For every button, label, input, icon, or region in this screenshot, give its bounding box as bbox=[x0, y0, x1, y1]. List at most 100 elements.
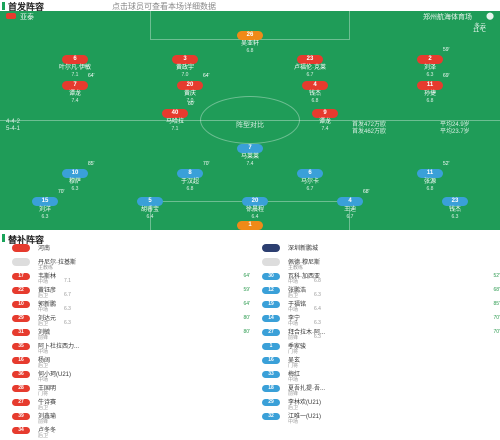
player-position: 后卫 bbox=[38, 405, 49, 411]
substitution-time: 64' bbox=[88, 73, 95, 79]
sub-player-row[interactable]: 35 阿卜杜拉西力... 中场 bbox=[12, 341, 252, 355]
player-number: 29 bbox=[262, 399, 280, 406]
sub-player-row[interactable]: 39 刘鑫瑜 前锋 bbox=[12, 411, 252, 425]
pitch-player[interactable]: 1丁丁7.6 bbox=[220, 213, 280, 230]
substitution-time: 52' bbox=[443, 161, 450, 167]
player-rating: 6.3 bbox=[41, 214, 49, 220]
section-subtitle: 点击球员可查看本场详细数据 bbox=[112, 2, 216, 11]
pitch-player[interactable]: 7 谭龙 7.4 64' bbox=[45, 73, 105, 104]
home-team-name: 亚泰 bbox=[20, 14, 34, 21]
player-number: 10 bbox=[12, 301, 30, 308]
away-subs-list: 深圳新鹏城 佩德·穆尼斯 主教练 30 瓦科·加西亚 中场 6.8 52' 12 张鹏浩 后卫… bbox=[262, 243, 500, 425]
substitution-time: 64' bbox=[243, 273, 250, 279]
home-formation: 4-4-2 bbox=[6, 119, 21, 125]
player-position: 中场 bbox=[38, 307, 49, 313]
substitution-time: 64' bbox=[203, 73, 210, 79]
pitch-player[interactable]: 11 张源 6.8 52' bbox=[400, 161, 460, 192]
player-name: 李宁 bbox=[288, 316, 301, 322]
pitch-player[interactable]: 8 于汉超 6.8 70' bbox=[160, 161, 220, 192]
pitch-player[interactable]: 4 钱杰 6.8 bbox=[285, 73, 345, 104]
pitch-player[interactable]: 3 黄政宇 7.0 bbox=[155, 47, 215, 78]
sub-player-row[interactable]: 34 卢冬冬 后卫 bbox=[12, 425, 252, 439]
sub-player-row[interactable]: 36 何小珂(U21) 中场 bbox=[12, 369, 252, 383]
sub-player-row[interactable]: 17 韦斯林 中场 7.1 64' bbox=[12, 271, 252, 285]
player-name: 王国明 bbox=[38, 386, 57, 392]
pitch-player[interactable]: 2 刘泽 6.3 59' bbox=[400, 47, 460, 78]
player-number: 31 bbox=[12, 329, 30, 336]
player-rating: 6.8 bbox=[246, 48, 254, 54]
player-number: 1 bbox=[262, 343, 280, 350]
pitch-player[interactable]: 10 穆萨 6.3 85' bbox=[45, 161, 105, 192]
pitch-player[interactable]: 23 卢福伦·克莱 6.7 bbox=[280, 47, 340, 78]
player-number: 10 bbox=[62, 169, 88, 178]
sub-player-row[interactable]: 28 王国明 门将 bbox=[12, 383, 252, 397]
avatar bbox=[12, 258, 30, 266]
pitch-player[interactable]: 40 马哈拉 7.1 80' bbox=[145, 101, 205, 132]
sub-player-row[interactable]: 29 李林欢(U21) 后卫 bbox=[262, 397, 500, 411]
away-coach-row[interactable]: 佩德·穆尼斯 主教练 bbox=[262, 257, 500, 271]
player-rating: 6.3 bbox=[64, 320, 71, 326]
player-name: 钱杰 bbox=[448, 207, 461, 213]
player-rating: 6.7 bbox=[346, 214, 354, 220]
sub-player-row[interactable]: 10 郭新鹏 中场 6.3 64' bbox=[12, 299, 252, 313]
pitch-player[interactable]: 20 徐晨程 6.4 bbox=[225, 189, 285, 220]
pitch-player[interactable]: 11 孙捷 6.8 69' bbox=[400, 73, 460, 104]
player-number: 27 bbox=[12, 399, 30, 406]
weather-temp: 11℃ bbox=[473, 28, 486, 34]
coach-name: 佩德·穆尼斯 bbox=[288, 260, 320, 266]
sub-player-row[interactable]: 33 梅红 中场 bbox=[262, 369, 500, 383]
player-number: 6 bbox=[62, 55, 88, 64]
sub-player-row[interactable]: 32 江唯一(U21) 中场 bbox=[262, 411, 500, 425]
avatar bbox=[262, 258, 280, 266]
player-name: 黄钰彦 bbox=[38, 288, 57, 294]
sub-player-row[interactable]: 22 黄钰彦 后卫 6.7 59' bbox=[12, 285, 252, 299]
pitch-player[interactable]: 4 王迪 6.7 68' bbox=[320, 189, 380, 220]
pitch: 亚泰 郑州航海体育场 ⬤ 多云 11℃ 4-4-2 5-4-1 首发472万欧 … bbox=[0, 11, 500, 230]
home-team-name: 河南 bbox=[38, 246, 51, 252]
player-position: 后卫 bbox=[288, 405, 299, 411]
pitch-player[interactable]: 5 胡睿宝 6.4 bbox=[120, 189, 180, 220]
player-number: 12 bbox=[262, 287, 280, 294]
sub-player-row[interactable]: 19 于福铭 中场 6.4 85' bbox=[262, 299, 500, 313]
player-name: 卢冬冬 bbox=[38, 428, 57, 434]
pitch-player[interactable]: 26 吴亚轩 6.8 bbox=[220, 23, 280, 54]
player-rating: 7.1 bbox=[171, 126, 179, 132]
substitution-time: 68' bbox=[363, 189, 370, 195]
sub-player-row[interactable]: 14 李宁 中场 6.3 70' bbox=[262, 313, 500, 327]
sub-player-row[interactable]: 27 牛诗赛 后卫 bbox=[12, 397, 252, 411]
pitch-player[interactable]: 6 马尔卡 6.7 bbox=[280, 161, 340, 192]
player-name: 李林欢(U21) bbox=[288, 400, 322, 406]
player-number: 2 bbox=[417, 55, 443, 64]
pitch-player[interactable]: 6 叶尔凡·伊敏 7.1 bbox=[45, 47, 105, 78]
player-number: 7 bbox=[62, 81, 88, 90]
pitch-player[interactable]: 7 马莱莱 7.4 bbox=[220, 136, 280, 167]
sub-player-row[interactable]: 30 瓦科·加西亚 中场 6.8 52' bbox=[262, 271, 500, 285]
sub-player-row[interactable]: 16 杨阔 后卫 bbox=[12, 355, 252, 369]
substitution-time: 80' bbox=[188, 101, 195, 107]
sub-player-row[interactable]: 16 吴玄 门将 bbox=[262, 355, 500, 369]
player-number: 36 bbox=[12, 371, 30, 378]
sub-player-row[interactable]: 12 张鹏浩 后卫 6.3 68' bbox=[262, 285, 500, 299]
sub-player-row[interactable]: 31 刘毓 前锋 80' bbox=[12, 327, 252, 341]
substitution-time: 59' bbox=[243, 287, 250, 293]
subs-title: 替补阵容 bbox=[8, 235, 45, 245]
player-rating: 6.4 bbox=[251, 214, 259, 220]
pitch-player[interactable]: 9 谭龙 7.4 bbox=[295, 101, 355, 132]
sub-player-row[interactable]: 29 刘达元 后卫 6.3 80' bbox=[12, 313, 252, 327]
home-coach-row[interactable]: 丹尼尔·拉基斯 主教练 bbox=[12, 257, 252, 271]
pitch-player[interactable]: 20 黄庆 7.0 64' bbox=[160, 73, 220, 104]
player-name: 胡睿宝 bbox=[140, 207, 159, 213]
player-number: 4 bbox=[302, 81, 328, 90]
sub-player-row[interactable]: 27 拜合拉木·阿... 前锋 6.3 70' bbox=[262, 327, 500, 341]
player-position: 门将 bbox=[288, 363, 299, 369]
sub-player-row[interactable]: 18 夏吾扎提·吾... 前锋 bbox=[262, 383, 500, 397]
player-number: 7 bbox=[237, 144, 263, 153]
player-rating: 6.3 bbox=[451, 214, 459, 220]
sub-player-row[interactable]: 1 季家骏 门将 bbox=[262, 341, 500, 355]
away-team-name: 郑州航海体育场 bbox=[423, 14, 472, 21]
pitch-player[interactable]: 15 刘洋 6.3 70' bbox=[15, 189, 75, 220]
player-name: 黄庆 bbox=[183, 91, 196, 97]
pitch-player[interactable]: 23 钱杰 6.3 bbox=[425, 189, 485, 220]
player-number: 29 bbox=[12, 315, 30, 322]
player-name: 瓦科·加西亚 bbox=[288, 274, 320, 280]
